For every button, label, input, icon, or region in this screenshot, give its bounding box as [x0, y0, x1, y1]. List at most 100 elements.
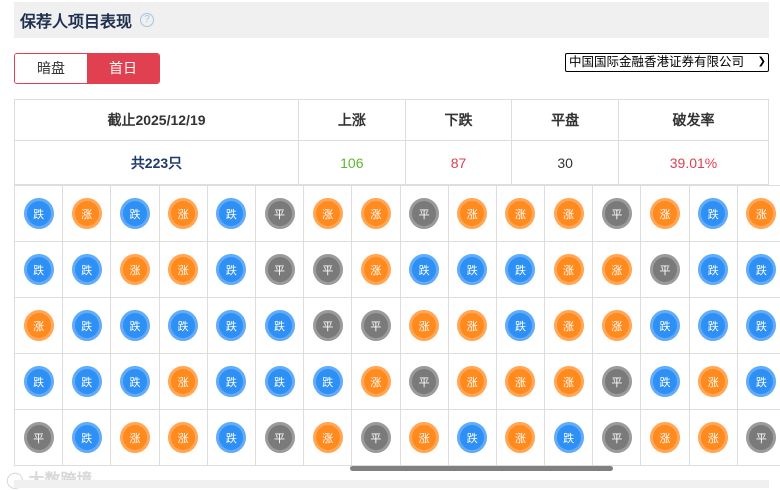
grid-cell[interactable]: 涨 — [688, 410, 737, 465]
grid-cell[interactable]: 跌 — [14, 186, 62, 241]
grid-cell[interactable]: 跌 — [62, 242, 110, 297]
horizontal-scrollbar[interactable] — [350, 466, 613, 471]
toggle-first-day[interactable]: 首日 — [87, 54, 159, 83]
grid-cell[interactable]: 涨 — [592, 298, 640, 353]
grid-cell[interactable]: 涨 — [110, 410, 158, 465]
grid-cell[interactable]: 涨 — [399, 298, 448, 353]
grid-cell[interactable]: 跌 — [158, 298, 207, 353]
down-coin-icon: 跌 — [264, 310, 295, 341]
grid-cell[interactable]: 跌 — [688, 242, 737, 297]
grid-cell[interactable]: 涨 — [158, 354, 207, 409]
grid-cell[interactable]: 涨 — [495, 410, 544, 465]
grid-cell[interactable]: 涨 — [351, 242, 399, 297]
grid-cell[interactable]: 涨 — [592, 242, 640, 297]
grid-cell[interactable]: 涨 — [495, 186, 544, 241]
grid-cell[interactable]: 跌 — [640, 354, 688, 409]
grid-cell[interactable]: 平 — [303, 242, 351, 297]
grid-cell[interactable]: 涨 — [447, 354, 496, 409]
grid-cell[interactable]: 跌 — [447, 242, 496, 297]
grid-cell[interactable]: 跌 — [640, 298, 688, 353]
grid-cell[interactable]: 平 — [592, 186, 640, 241]
grid-cell[interactable]: 跌 — [254, 298, 303, 353]
grid-cell[interactable]: 平 — [399, 354, 448, 409]
grid-cell[interactable]: 平 — [640, 242, 688, 297]
grid-cell[interactable]: 平 — [254, 242, 303, 297]
grid-cell[interactable]: 跌 — [206, 242, 255, 297]
grid-cell[interactable]: 跌 — [303, 354, 351, 409]
grid-cell[interactable]: 涨 — [544, 354, 592, 409]
sponsor-select[interactable]: 中国国际金融香港证券有限公司 ❯ — [565, 53, 769, 72]
grid-cell[interactable]: 涨 — [399, 410, 448, 465]
grid-cell[interactable]: 涨 — [351, 186, 399, 241]
grid-cell[interactable]: 平 — [254, 410, 303, 465]
grid-cell[interactable]: 平 — [254, 186, 303, 241]
grid-cell[interactable]: 跌 — [495, 298, 544, 353]
up-coin-icon: 涨 — [505, 198, 536, 229]
grid-cell[interactable]: 涨 — [688, 354, 737, 409]
grid-cell[interactable]: 涨 — [544, 242, 592, 297]
grid-cell[interactable]: 涨 — [14, 298, 62, 353]
grid-cell[interactable]: 跌 — [447, 410, 496, 465]
grid-cell[interactable]: 平 — [592, 354, 640, 409]
header-date: 截止2025/12/19 — [14, 99, 299, 141]
down-coin-icon: 跌 — [71, 254, 102, 285]
down-coin-icon: 跌 — [216, 254, 247, 285]
grid-cell[interactable]: 涨 — [303, 186, 351, 241]
grid-cell[interactable]: 涨 — [110, 242, 158, 297]
grid-cell[interactable]: 跌 — [688, 298, 737, 353]
grid-cell[interactable]: 跌 — [62, 354, 110, 409]
grid-cell[interactable]: 跌 — [206, 410, 255, 465]
grid-cell[interactable]: 涨 — [447, 186, 496, 241]
toggle-dark-market[interactable]: 暗盘 — [15, 54, 87, 83]
grid-cell[interactable]: 跌 — [399, 242, 448, 297]
flat-coin-icon: 平 — [264, 254, 295, 285]
grid-cell[interactable]: 跌 — [110, 298, 158, 353]
grid-cell[interactable]: 涨 — [736, 186, 780, 241]
grid-cell[interactable]: 涨 — [447, 298, 496, 353]
grid-cell[interactable]: 跌 — [544, 410, 592, 465]
grid-cell[interactable]: 跌 — [206, 186, 255, 241]
grid-cell[interactable]: 涨 — [544, 298, 592, 353]
grid-cell[interactable]: 跌 — [62, 410, 110, 465]
down-coin-icon: 跌 — [746, 310, 777, 341]
grid-cell[interactable]: 涨 — [544, 186, 592, 241]
header-down: 下跌 — [404, 99, 513, 141]
grid-cell[interactable]: 涨 — [640, 186, 688, 241]
grid-cell[interactable]: 涨 — [495, 354, 544, 409]
summary-table: 截止2025/12/19 上涨 下跌 平盘 破发率 共223只 106 87 3… — [14, 99, 769, 185]
down-coin-icon: 跌 — [264, 366, 295, 397]
grid-cell[interactable]: 涨 — [158, 410, 207, 465]
grid-cell[interactable]: 平 — [303, 298, 351, 353]
grid-cell[interactable]: 涨 — [640, 410, 688, 465]
grid-cell[interactable]: 平 — [351, 298, 399, 353]
grid-cell[interactable]: 平 — [351, 410, 399, 465]
grid-cell[interactable]: 跌 — [110, 186, 158, 241]
grid-cell[interactable]: 跌 — [736, 298, 780, 353]
question-circle-icon[interactable]: ? — [140, 13, 155, 27]
grid-cell[interactable]: 平 — [399, 186, 448, 241]
grid-cell[interactable]: 跌 — [206, 298, 255, 353]
grid-cell[interactable]: 跌 — [206, 354, 255, 409]
grid-cell[interactable]: 涨 — [158, 186, 207, 241]
grid-cell[interactable]: 跌 — [14, 242, 62, 297]
down-coin-icon: 跌 — [23, 366, 54, 397]
grid-cell[interactable]: 涨 — [351, 354, 399, 409]
grid-cell[interactable]: 跌 — [688, 186, 737, 241]
grid-cell[interactable]: 涨 — [303, 410, 351, 465]
grid-cell[interactable]: 涨 — [158, 242, 207, 297]
section-header: 保荐人项目表现 ? — [14, 2, 769, 38]
grid-row: 跌跌涨涨跌平平涨跌跌跌涨涨平跌跌 — [14, 242, 780, 298]
grid-cell[interactable]: 平 — [14, 410, 62, 465]
grid-cell[interactable]: 跌 — [62, 298, 110, 353]
grid-cell[interactable]: 跌 — [736, 354, 780, 409]
grid-cell[interactable]: 跌 — [736, 242, 780, 297]
grid-cell[interactable]: 平 — [736, 410, 780, 465]
grid-cell[interactable]: 跌 — [110, 354, 158, 409]
grid-cell[interactable]: 平 — [592, 410, 640, 465]
grid-cell[interactable]: 跌 — [495, 242, 544, 297]
grid-cell[interactable]: 涨 — [62, 186, 110, 241]
down-coin-icon: 跌 — [457, 422, 488, 453]
grid-row: 跌跌跌涨跌跌跌涨平涨涨涨平跌涨跌 — [14, 354, 780, 410]
grid-cell[interactable]: 跌 — [254, 354, 303, 409]
grid-cell[interactable]: 跌 — [14, 354, 62, 409]
